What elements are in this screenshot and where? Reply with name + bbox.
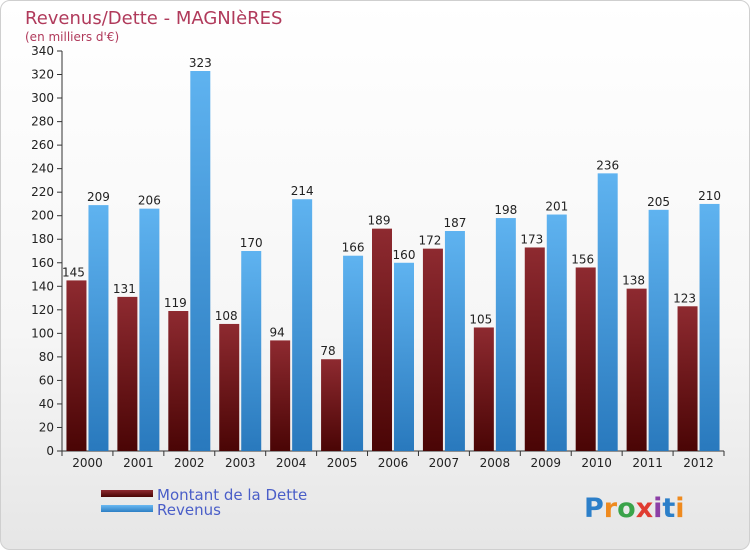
- bar-debt: [524, 247, 545, 451]
- chart-title: Revenus/Dette - MAGNIèRES: [25, 8, 282, 29]
- x-axis: 2000 2001 2002 2003 2004 2005 2006 2007 2008 2009…: [61, 450, 725, 470]
- legend-label-revenus: Revenus: [157, 501, 221, 519]
- bar-debt: [321, 359, 342, 451]
- x-tick-label: 2009: [530, 456, 561, 470]
- bar-debt: [473, 327, 494, 451]
- data-label-revenus: 210: [698, 189, 721, 203]
- bar-debt: [117, 296, 138, 451]
- x-tick-label: 2006: [378, 456, 409, 470]
- data-label-debt: 138: [622, 274, 645, 288]
- bars: [66, 71, 720, 451]
- bar-revenus: [597, 173, 618, 451]
- x-tick-label: 2011: [632, 456, 663, 470]
- data-label-debt: 123: [673, 291, 696, 305]
- chart-subtitle: (en milliers d'€): [25, 30, 119, 44]
- y-tick-label: 160: [31, 256, 54, 270]
- x-tick-label: 2010: [581, 456, 612, 470]
- bar-revenus: [699, 203, 720, 451]
- bar-revenus: [394, 262, 414, 451]
- y-tick-label: 40: [39, 397, 54, 411]
- y-tick-label: 20: [39, 420, 54, 434]
- x-tick-label: 2002: [174, 456, 205, 470]
- y-tick-label: 260: [31, 138, 54, 152]
- bar-revenus: [648, 209, 669, 451]
- data-label-revenus: 205: [647, 195, 670, 209]
- x-tick-label: 2003: [225, 456, 256, 470]
- y-tick-label: 240: [31, 162, 54, 176]
- y-tick-label: 140: [31, 279, 54, 293]
- data-label-debt: 145: [62, 265, 85, 279]
- data-label-revenus: 170: [240, 236, 263, 250]
- legend-swatch-debt: [101, 490, 153, 497]
- y-tick-label: 180: [31, 232, 54, 246]
- data-label-debt: 94: [270, 325, 285, 339]
- bar-debt: [575, 267, 596, 451]
- bar-revenus: [495, 218, 516, 451]
- data-label-revenus: 206: [138, 194, 161, 208]
- data-label-revenus: 201: [545, 200, 568, 214]
- bar-revenus: [139, 208, 160, 451]
- legend: Montant de la Dette Revenus: [101, 486, 307, 519]
- x-tick-label: 2005: [327, 456, 358, 470]
- data-label-revenus: 187: [443, 216, 466, 230]
- y-tick-label: 100: [31, 326, 54, 340]
- legend-label-debt: Montant de la Dette: [157, 486, 307, 504]
- bar-revenus: [190, 71, 211, 451]
- data-label-debt: 131: [113, 282, 136, 296]
- bar-debt: [66, 280, 87, 451]
- data-label-revenus: 198: [494, 203, 517, 217]
- y-tick-label: 0: [46, 444, 54, 458]
- data-label-debt: 119: [164, 296, 187, 310]
- bar-revenus: [546, 214, 567, 451]
- x-tick-label: 2012: [683, 456, 714, 470]
- proxiti-logo: Proxiti: [584, 493, 685, 524]
- y-tick-label: 80: [39, 350, 54, 364]
- bar-debt: [422, 248, 443, 451]
- x-tick-label: 2004: [276, 456, 307, 470]
- bar-debt: [270, 340, 291, 451]
- bar-revenus: [343, 255, 364, 451]
- data-label-debt: 108: [215, 309, 238, 323]
- y-tick-label: 120: [31, 303, 54, 317]
- legend-swatch-revenus: [101, 505, 153, 512]
- bar-revenus: [241, 251, 262, 451]
- bar-debt: [626, 288, 647, 451]
- bar-debt: [677, 306, 698, 451]
- bar-debt: [372, 228, 392, 451]
- y-tick-label: 280: [31, 115, 54, 129]
- data-label-debt: 105: [469, 312, 492, 326]
- data-label-debt: 173: [520, 232, 543, 246]
- y-tick-label: 340: [31, 44, 54, 58]
- bar-revenus: [292, 199, 313, 451]
- data-label-debt: 189: [368, 214, 391, 228]
- bar-debt: [168, 311, 189, 451]
- x-tick-label: 2007: [429, 456, 460, 470]
- y-tick-label: 300: [31, 91, 54, 105]
- y-axis: 0 20 40 60 80 100 120 140 160 180 200 220 240 260 280 3…: [31, 44, 63, 458]
- data-label-revenus: 214: [291, 184, 314, 198]
- data-label-debt: 172: [418, 234, 441, 248]
- data-label-revenus: 166: [342, 241, 365, 255]
- x-tick-label: 2000: [72, 456, 103, 470]
- bar-debt: [219, 323, 240, 451]
- data-label-debt: 78: [320, 344, 335, 358]
- x-tick-label: 2001: [123, 456, 154, 470]
- x-tick-label: 2008: [480, 456, 511, 470]
- data-label-revenus: 209: [87, 190, 110, 204]
- bar-revenus: [444, 231, 465, 451]
- y-tick-label: 220: [31, 185, 54, 199]
- y-tick-label: 60: [39, 373, 54, 387]
- data-label-debt: 156: [571, 252, 594, 266]
- data-label-revenus: 160: [393, 248, 416, 262]
- data-label-revenus: 236: [596, 158, 619, 172]
- bar-revenus: [88, 205, 109, 451]
- y-tick-label: 320: [31, 68, 54, 82]
- data-label-revenus: 323: [189, 56, 212, 70]
- y-tick-label: 200: [31, 209, 54, 223]
